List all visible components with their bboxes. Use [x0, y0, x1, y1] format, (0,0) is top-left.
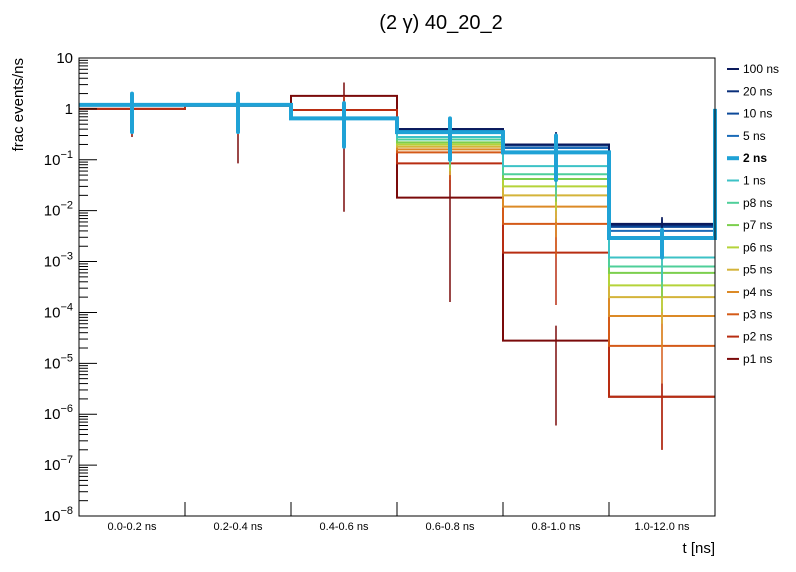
y-tick-exponent: −3	[60, 251, 73, 263]
y-tick-exponent: −6	[60, 403, 73, 415]
legend-label: 20 ns	[743, 84, 772, 98]
x-tick-label: 0.6-0.8 ns	[426, 521, 475, 533]
legend-label: p6 ns	[743, 240, 772, 254]
y-tick-base: 10	[44, 203, 61, 220]
y-tick-base: 10	[44, 508, 61, 525]
legend-label: 10 ns	[743, 107, 772, 121]
y-tick-label: 10−6	[44, 403, 73, 423]
legend-label: p2 ns	[743, 330, 772, 344]
y-tick-exponent: −1	[60, 149, 73, 161]
y-tick-base: 10	[44, 406, 61, 423]
x-tick-label: 0.2-0.4 ns	[214, 521, 263, 533]
y-axis-title: frac events/ns	[10, 58, 27, 151]
y-tick-label: 10−2	[44, 200, 73, 220]
y-tick-base: 10	[44, 355, 61, 372]
legend-label: 5 ns	[743, 129, 766, 143]
y-tick-exponent: −8	[60, 505, 73, 517]
y-tick-label: 10−3	[44, 251, 73, 271]
y-tick-base: 10	[44, 152, 61, 169]
x-tick-label: 0.8-1.0 ns	[532, 521, 581, 533]
y-tick-label: 10−4	[44, 301, 73, 321]
axes: 10−810−710−610−510−410−310−210−11100.0-0…	[44, 50, 716, 533]
y-tick-label: 10−7	[44, 454, 73, 474]
x-tick-label: 0.0-0.2 ns	[108, 521, 157, 533]
plot-area	[79, 82, 717, 450]
legend-label: 100 ns	[743, 62, 779, 76]
chart-title: (2 γ) 40_20_2	[379, 12, 502, 34]
y-tick-label: 10−8	[44, 505, 73, 525]
legend-label: p8 ns	[743, 196, 772, 210]
y-tick-base: 10	[44, 457, 61, 474]
legend-label: p5 ns	[743, 263, 772, 277]
y-tick-label: 10−5	[44, 352, 73, 372]
legend-label: p4 ns	[743, 285, 772, 299]
y-tick-label: 1	[65, 101, 73, 118]
legend-label: 2 ns	[743, 151, 767, 165]
legend-label: 1 ns	[743, 174, 766, 188]
x-axis-title: t [ns]	[682, 540, 715, 557]
series-2-ns	[79, 91, 717, 260]
y-tick-exponent: −4	[60, 301, 73, 313]
legend-label: p7 ns	[743, 218, 772, 232]
y-tick-label: 10	[56, 50, 73, 67]
y-tick-exponent: −5	[60, 352, 73, 364]
x-tick-label: 0.4-0.6 ns	[320, 521, 369, 533]
x-tick-label: 1.0-12.0 ns	[634, 521, 690, 533]
y-tick-exponent: −7	[60, 454, 73, 466]
y-tick-base: 10	[44, 254, 61, 271]
y-tick-exponent: −2	[60, 200, 73, 212]
legend-label: p3 ns	[743, 307, 772, 321]
legend-label: p1 ns	[743, 352, 772, 366]
legend: 100 ns 20 ns 10 ns 5 ns 2 ns 1 ns p8 ns p7 ns p6…	[727, 62, 779, 366]
y-tick-label: 10−1	[44, 149, 73, 169]
y-tick-base: 10	[44, 304, 61, 321]
